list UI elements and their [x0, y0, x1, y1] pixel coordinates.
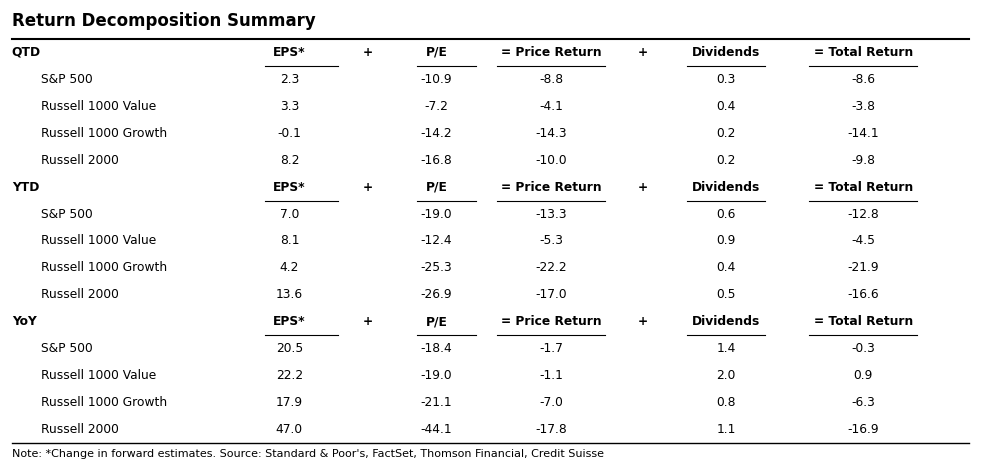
Text: -10.9: -10.9 — [421, 73, 452, 86]
Text: 2.0: 2.0 — [716, 369, 736, 382]
Text: EPS*: EPS* — [273, 46, 306, 59]
Text: +: + — [638, 46, 647, 59]
Text: 0.6: 0.6 — [716, 208, 736, 220]
Text: YoY: YoY — [12, 315, 36, 328]
Text: 8.1: 8.1 — [280, 235, 299, 247]
Text: Russell 2000: Russell 2000 — [41, 423, 119, 436]
Text: YTD: YTD — [12, 181, 39, 193]
Text: -4.5: -4.5 — [852, 235, 875, 247]
Text: -4.1: -4.1 — [540, 100, 563, 113]
Text: -0.1: -0.1 — [278, 127, 301, 140]
Text: = Total Return: = Total Return — [813, 46, 913, 59]
Text: -16.6: -16.6 — [848, 289, 879, 301]
Text: S&P 500: S&P 500 — [41, 73, 93, 86]
Text: = Total Return: = Total Return — [813, 315, 913, 328]
Text: = Price Return: = Price Return — [501, 181, 601, 193]
Text: 2.3: 2.3 — [280, 73, 299, 86]
Text: -8.8: -8.8 — [540, 73, 563, 86]
Text: = Price Return: = Price Return — [501, 315, 601, 328]
Text: QTD: QTD — [12, 46, 41, 59]
Text: 20.5: 20.5 — [276, 342, 303, 355]
Text: -16.8: -16.8 — [421, 154, 452, 166]
Text: 17.9: 17.9 — [276, 396, 303, 409]
Text: -0.3: -0.3 — [852, 342, 875, 355]
Text: +: + — [363, 181, 373, 193]
Text: +: + — [363, 46, 373, 59]
Text: -25.3: -25.3 — [421, 262, 452, 274]
Text: EPS*: EPS* — [273, 315, 306, 328]
Text: = Price Return: = Price Return — [501, 46, 601, 59]
Text: 4.2: 4.2 — [280, 262, 299, 274]
Text: -7.2: -7.2 — [425, 100, 448, 113]
Text: +: + — [638, 181, 647, 193]
Text: -19.0: -19.0 — [421, 208, 452, 220]
Text: -1.1: -1.1 — [540, 369, 563, 382]
Text: -12.4: -12.4 — [421, 235, 452, 247]
Text: 8.2: 8.2 — [280, 154, 299, 166]
Text: 13.6: 13.6 — [276, 289, 303, 301]
Text: -17.0: -17.0 — [536, 289, 567, 301]
Text: -14.2: -14.2 — [421, 127, 452, 140]
Text: -7.0: -7.0 — [540, 396, 563, 409]
Text: -16.9: -16.9 — [848, 423, 879, 436]
Text: P/E: P/E — [426, 315, 447, 328]
Text: 0.4: 0.4 — [716, 100, 736, 113]
Text: Russell 1000 Value: Russell 1000 Value — [41, 235, 156, 247]
Text: Russell 2000: Russell 2000 — [41, 154, 119, 166]
Text: -22.2: -22.2 — [536, 262, 567, 274]
Text: = Total Return: = Total Return — [813, 181, 913, 193]
Text: Russell 1000 Growth: Russell 1000 Growth — [41, 396, 168, 409]
Text: -1.7: -1.7 — [540, 342, 563, 355]
Text: Russell 1000 Value: Russell 1000 Value — [41, 100, 156, 113]
Text: -18.4: -18.4 — [421, 342, 452, 355]
Text: P/E: P/E — [426, 181, 447, 193]
Text: Return Decomposition Summary: Return Decomposition Summary — [12, 12, 316, 30]
Text: -21.9: -21.9 — [848, 262, 879, 274]
Text: Russell 1000 Growth: Russell 1000 Growth — [41, 262, 168, 274]
Text: 0.3: 0.3 — [716, 73, 736, 86]
Text: -5.3: -5.3 — [540, 235, 563, 247]
Text: Dividends: Dividends — [692, 46, 760, 59]
Text: 0.5: 0.5 — [716, 289, 736, 301]
Text: -12.8: -12.8 — [848, 208, 879, 220]
Text: 47.0: 47.0 — [276, 423, 303, 436]
Text: -21.1: -21.1 — [421, 396, 452, 409]
Text: 0.4: 0.4 — [716, 262, 736, 274]
Text: Russell 2000: Russell 2000 — [41, 289, 119, 301]
Text: -17.8: -17.8 — [536, 423, 567, 436]
Text: EPS*: EPS* — [273, 181, 306, 193]
Text: 1.1: 1.1 — [716, 423, 736, 436]
Text: 0.9: 0.9 — [716, 235, 736, 247]
Text: -10.0: -10.0 — [536, 154, 567, 166]
Text: -26.9: -26.9 — [421, 289, 452, 301]
Text: +: + — [638, 315, 647, 328]
Text: Dividends: Dividends — [692, 315, 760, 328]
Text: 1.4: 1.4 — [716, 342, 736, 355]
Text: P/E: P/E — [426, 46, 447, 59]
Text: -8.6: -8.6 — [852, 73, 875, 86]
Text: 0.2: 0.2 — [716, 127, 736, 140]
Text: +: + — [363, 315, 373, 328]
Text: Dividends: Dividends — [692, 181, 760, 193]
Text: -3.8: -3.8 — [852, 100, 875, 113]
Text: -14.1: -14.1 — [848, 127, 879, 140]
Text: 22.2: 22.2 — [276, 369, 303, 382]
Text: S&P 500: S&P 500 — [41, 208, 93, 220]
Text: -9.8: -9.8 — [852, 154, 875, 166]
Text: 0.8: 0.8 — [716, 396, 736, 409]
Text: Note: *Change in forward estimates. Source: Standard & Poor's, FactSet, Thomson : Note: *Change in forward estimates. Sour… — [12, 449, 603, 459]
Text: S&P 500: S&P 500 — [41, 342, 93, 355]
Text: -19.0: -19.0 — [421, 369, 452, 382]
Text: 7.0: 7.0 — [280, 208, 299, 220]
Text: -13.3: -13.3 — [536, 208, 567, 220]
Text: 0.2: 0.2 — [716, 154, 736, 166]
Text: 3.3: 3.3 — [280, 100, 299, 113]
Text: -6.3: -6.3 — [852, 396, 875, 409]
Text: Russell 1000 Value: Russell 1000 Value — [41, 369, 156, 382]
Text: -44.1: -44.1 — [421, 423, 452, 436]
Text: Russell 1000 Growth: Russell 1000 Growth — [41, 127, 168, 140]
Text: 0.9: 0.9 — [853, 369, 873, 382]
Text: -14.3: -14.3 — [536, 127, 567, 140]
